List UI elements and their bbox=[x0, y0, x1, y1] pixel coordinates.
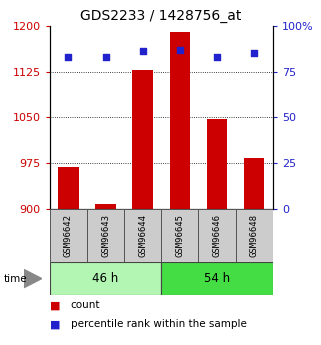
Bar bbox=[170, 32, 190, 209]
Text: count: count bbox=[71, 300, 100, 310]
Bar bbox=[236, 209, 273, 262]
Point bbox=[66, 54, 71, 60]
Text: ■: ■ bbox=[50, 319, 60, 329]
Bar bbox=[50, 209, 87, 262]
Point bbox=[177, 47, 182, 52]
Bar bbox=[207, 119, 227, 209]
Bar bbox=[161, 209, 198, 262]
Text: GDS2233 / 1428756_at: GDS2233 / 1428756_at bbox=[80, 9, 241, 23]
Text: GSM96646: GSM96646 bbox=[213, 214, 221, 257]
Text: 54 h: 54 h bbox=[204, 272, 230, 285]
Bar bbox=[50, 262, 161, 295]
Bar bbox=[87, 209, 124, 262]
Bar bbox=[124, 209, 161, 262]
Bar bbox=[198, 209, 236, 262]
Bar bbox=[133, 70, 153, 209]
Text: time: time bbox=[3, 274, 27, 284]
Bar bbox=[161, 262, 273, 295]
Point bbox=[140, 49, 145, 54]
Text: 46 h: 46 h bbox=[92, 272, 119, 285]
Text: GSM96642: GSM96642 bbox=[64, 214, 73, 257]
Text: GSM96643: GSM96643 bbox=[101, 214, 110, 257]
Text: GSM96648: GSM96648 bbox=[250, 214, 259, 257]
Point bbox=[103, 54, 108, 60]
Bar bbox=[95, 204, 116, 209]
Bar bbox=[244, 158, 265, 209]
Bar bbox=[58, 167, 79, 209]
Text: percentile rank within the sample: percentile rank within the sample bbox=[71, 319, 247, 329]
Text: ■: ■ bbox=[50, 300, 60, 310]
Point bbox=[252, 50, 257, 56]
Text: GSM96644: GSM96644 bbox=[138, 214, 147, 257]
Point bbox=[214, 54, 220, 60]
Polygon shape bbox=[24, 269, 42, 288]
Text: GSM96645: GSM96645 bbox=[175, 214, 184, 257]
